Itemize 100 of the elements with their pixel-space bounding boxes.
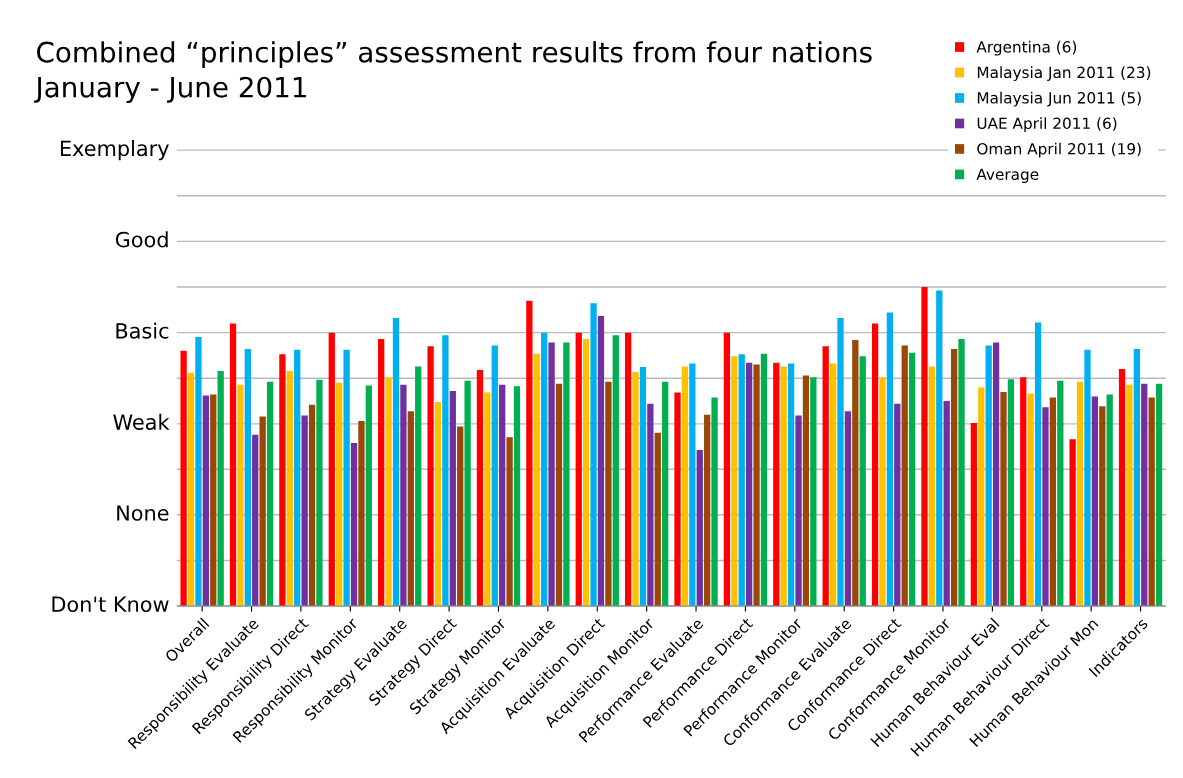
bar bbox=[711, 397, 718, 607]
legend-label: Oman April 2011 (19) bbox=[977, 142, 1141, 158]
bar bbox=[802, 375, 810, 607]
bar bbox=[434, 401, 442, 607]
bar bbox=[476, 369, 484, 607]
bar bbox=[844, 411, 852, 607]
bar bbox=[491, 345, 498, 607]
bar bbox=[745, 362, 753, 607]
bar bbox=[1069, 439, 1076, 607]
bar bbox=[555, 383, 563, 607]
bar bbox=[837, 317, 844, 607]
bar bbox=[632, 371, 639, 607]
bar bbox=[639, 367, 647, 607]
bar bbox=[365, 385, 372, 607]
bar bbox=[689, 363, 696, 607]
bar bbox=[612, 335, 619, 607]
bar bbox=[449, 391, 456, 607]
ref-line-label: Basic bbox=[116, 322, 169, 339]
ref-line-label: Exemplary bbox=[60, 140, 169, 161]
bar bbox=[294, 349, 301, 607]
bar bbox=[350, 443, 358, 607]
bar bbox=[385, 377, 392, 607]
bar bbox=[958, 339, 965, 607]
bar bbox=[308, 404, 316, 607]
bar bbox=[829, 363, 837, 607]
bar bbox=[392, 317, 400, 607]
bar bbox=[210, 394, 217, 607]
bar bbox=[217, 370, 224, 607]
ref-line-label: Don't Know bbox=[52, 596, 169, 613]
bar bbox=[244, 348, 251, 607]
bar bbox=[266, 381, 274, 607]
bar bbox=[252, 434, 259, 607]
bar bbox=[590, 303, 597, 607]
bar bbox=[731, 356, 738, 607]
bar bbox=[928, 366, 936, 607]
ref-line-label: Weak bbox=[113, 413, 170, 430]
bar bbox=[894, 403, 901, 607]
bar bbox=[871, 323, 879, 607]
bar bbox=[513, 386, 521, 607]
bar bbox=[908, 352, 916, 607]
bar bbox=[1106, 394, 1113, 607]
legend-label: Malaysia Jan 2011 (23) bbox=[977, 66, 1151, 82]
bar bbox=[301, 415, 308, 607]
bar bbox=[704, 414, 711, 607]
bar bbox=[921, 287, 928, 607]
bar bbox=[1141, 383, 1148, 607]
bar bbox=[237, 384, 244, 607]
bar bbox=[1057, 380, 1064, 607]
bar bbox=[259, 416, 266, 607]
bar bbox=[624, 332, 632, 607]
bar bbox=[415, 366, 422, 607]
legend-label: Malaysia Jun 2011 (5) bbox=[977, 91, 1141, 107]
legend-label: Argentina (6) bbox=[976, 40, 1077, 56]
bar bbox=[753, 364, 760, 607]
bar bbox=[1034, 322, 1042, 607]
bar bbox=[936, 290, 943, 607]
bar bbox=[464, 380, 471, 607]
bar bbox=[1076, 381, 1084, 607]
bar bbox=[810, 377, 817, 607]
bar bbox=[1084, 349, 1091, 607]
legend-label: UAE April 2011 (6) bbox=[977, 117, 1117, 133]
bar bbox=[202, 395, 209, 607]
bar bbox=[852, 339, 859, 607]
bar bbox=[336, 382, 343, 607]
bar bbox=[901, 345, 908, 607]
bar bbox=[229, 323, 237, 607]
bar bbox=[822, 346, 829, 607]
bar bbox=[723, 332, 731, 607]
bar bbox=[378, 339, 385, 607]
bar bbox=[605, 381, 612, 607]
bar bbox=[279, 354, 286, 607]
bar bbox=[1148, 397, 1155, 607]
bar bbox=[597, 316, 605, 607]
bar bbox=[1133, 348, 1140, 607]
bar bbox=[286, 370, 293, 607]
bar bbox=[541, 332, 548, 607]
bar bbox=[358, 421, 365, 607]
bar bbox=[1049, 397, 1057, 607]
bar bbox=[457, 426, 464, 607]
bar bbox=[992, 342, 1000, 607]
bar bbox=[343, 349, 350, 607]
bar bbox=[563, 342, 570, 607]
bar bbox=[506, 437, 513, 607]
bar bbox=[879, 377, 886, 607]
bar bbox=[1091, 396, 1099, 607]
bar bbox=[681, 366, 689, 607]
bar bbox=[886, 312, 894, 607]
bar bbox=[970, 422, 978, 607]
bar bbox=[859, 356, 866, 607]
bar bbox=[674, 392, 681, 607]
bar bbox=[780, 366, 787, 607]
bar bbox=[583, 339, 590, 607]
bar bbox=[400, 384, 407, 607]
bar bbox=[978, 387, 985, 607]
bar bbox=[499, 384, 506, 607]
bar bbox=[526, 300, 533, 607]
bar bbox=[1042, 407, 1049, 607]
bar bbox=[662, 381, 669, 607]
ref-line-label: Good bbox=[115, 231, 168, 248]
bar bbox=[1000, 391, 1007, 607]
